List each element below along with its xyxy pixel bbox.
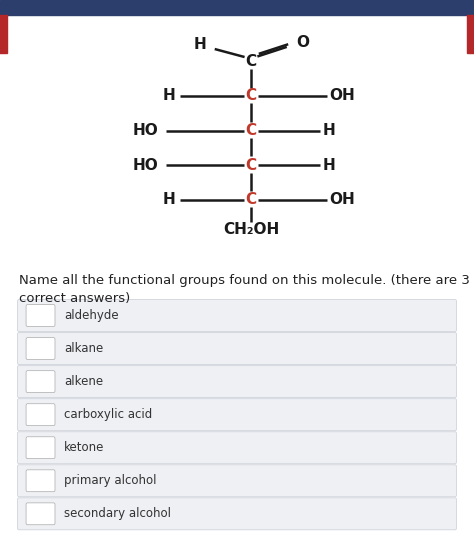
Text: H: H: [193, 37, 206, 52]
FancyBboxPatch shape: [18, 300, 456, 332]
Text: OH: OH: [329, 192, 355, 207]
Text: secondary alcohol: secondary alcohol: [64, 507, 171, 520]
Text: C: C: [246, 54, 257, 69]
Bar: [0, 0, 474, 15]
FancyBboxPatch shape: [26, 338, 55, 359]
Text: H: H: [163, 192, 175, 207]
FancyBboxPatch shape: [18, 498, 456, 530]
Text: aldehyde: aldehyde: [64, 309, 118, 322]
Text: primary alcohol: primary alcohol: [64, 474, 156, 487]
Text: HO: HO: [133, 158, 159, 173]
Text: Name all the functional groups found on this molecule. (there are 3
correct answ: Name all the functional groups found on …: [19, 274, 470, 305]
Bar: [467, 15, 474, 53]
Text: alkene: alkene: [64, 375, 103, 388]
Text: alkane: alkane: [64, 342, 103, 355]
FancyBboxPatch shape: [18, 465, 456, 497]
FancyBboxPatch shape: [18, 366, 456, 398]
Text: C: C: [246, 88, 257, 103]
FancyBboxPatch shape: [26, 503, 55, 524]
Text: OH: OH: [329, 88, 355, 103]
Text: carboxylic acid: carboxylic acid: [64, 408, 152, 421]
Text: C: C: [246, 192, 257, 207]
Bar: [0, 15, 7, 53]
FancyBboxPatch shape: [18, 399, 456, 431]
FancyBboxPatch shape: [26, 305, 55, 326]
FancyBboxPatch shape: [18, 432, 456, 464]
Text: C: C: [246, 123, 257, 138]
Text: H: H: [163, 88, 175, 103]
Text: CH₂OH: CH₂OH: [223, 222, 279, 237]
Text: H: H: [322, 158, 335, 173]
Text: O: O: [296, 35, 309, 50]
Text: H: H: [322, 123, 335, 138]
Text: C: C: [246, 158, 257, 173]
Text: ketone: ketone: [64, 441, 104, 454]
Text: HO: HO: [133, 123, 159, 138]
FancyBboxPatch shape: [26, 371, 55, 392]
FancyBboxPatch shape: [26, 404, 55, 425]
FancyBboxPatch shape: [26, 437, 55, 458]
FancyBboxPatch shape: [18, 333, 456, 365]
FancyBboxPatch shape: [26, 470, 55, 491]
